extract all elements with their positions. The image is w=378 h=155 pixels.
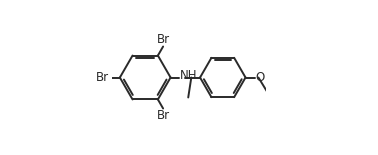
Text: O: O <box>256 71 265 84</box>
Text: Br: Br <box>157 33 170 46</box>
Text: Br: Br <box>157 109 170 122</box>
Text: Br: Br <box>95 71 108 84</box>
Text: NH: NH <box>180 69 197 82</box>
